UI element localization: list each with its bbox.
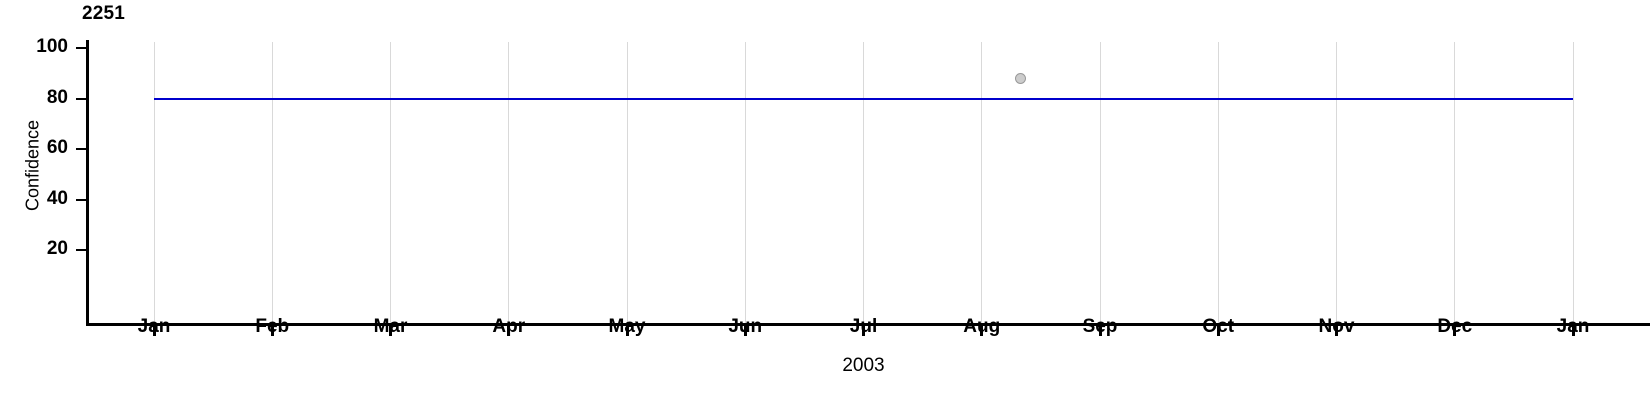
y-axis-tick [76,97,86,100]
data-point[interactable] [1015,72,1027,84]
x-axis-tick [507,326,511,336]
gridline-vertical [390,42,391,323]
gridline-vertical [271,42,273,323]
gridline-vertical [153,42,155,323]
x-axis-tick-label: Jul [849,316,878,337]
x-axis-tick [1216,326,1220,336]
y-axis-tick-label: 80 [46,86,68,108]
gridline-vertical [1099,42,1101,323]
y-axis-tick [76,47,86,49]
gridline-vertical [981,42,983,323]
series-line-confidence-threshold [154,97,1573,100]
y-axis-tick [76,249,86,251]
x-axis-tick [743,326,747,336]
x-axis-tick-label: Oct [1202,316,1235,337]
x-axis-tick [152,326,156,336]
gridline-vertical [863,42,864,323]
x-axis-tick-label: Feb [255,316,290,337]
x-axis-line [86,323,1650,326]
x-axis-tick [625,326,629,336]
x-axis-tick [270,326,274,336]
chart-title: 2251 [82,3,126,24]
x-axis-tick-label: Sep [1082,316,1118,337]
gridline-vertical [744,42,746,323]
y-axis-tick-label: 100 [36,36,68,57]
x-axis-tick [1335,326,1338,336]
x-axis-tick [862,326,865,336]
x-axis-tick-label: May [608,316,646,337]
x-axis-tick [1571,326,1575,336]
x-axis-tick-label: Jan [137,316,171,337]
y-axis-tick [76,198,86,201]
x-axis-title: 2003 [842,355,885,376]
x-axis-tick-label: Mar [373,316,408,337]
x-axis-tick [1098,326,1102,336]
x-axis-tick [1453,326,1457,336]
x-axis-tick-label: Jan [1556,316,1590,337]
gridline-vertical [626,42,628,323]
y-axis-tick-label: 60 [46,137,68,158]
x-axis-tick [980,326,984,336]
gridline-vertical [1572,42,1574,323]
y-axis-tick-label: 20 [46,238,68,259]
gridline-vertical [1454,42,1456,323]
x-axis-tick-label: Dec [1437,316,1473,337]
gridline-vertical [1336,42,1337,323]
x-axis-tick-label: Aug [963,316,1001,337]
y-axis-line [86,40,89,325]
y-axis-tick-label: 40 [46,187,68,209]
x-axis-tick [389,326,392,336]
y-axis-title: Confidence [22,119,43,212]
x-axis-tick-label: Apr [492,316,526,337]
gridline-vertical [1217,42,1219,323]
x-axis-tick-label: Jun [728,316,763,337]
x-axis-tick-label: Nov [1318,316,1355,337]
gridline-vertical [508,42,510,323]
y-axis-tick [76,148,86,150]
